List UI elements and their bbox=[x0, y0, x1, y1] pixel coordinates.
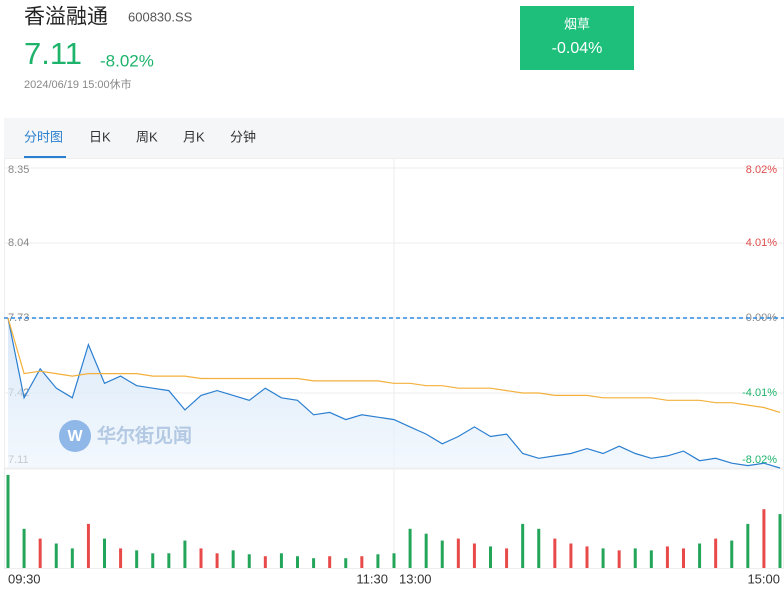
x-tick-label: 15:00 bbox=[747, 571, 780, 586]
volume-bar bbox=[6, 474, 10, 568]
x-tick-label: 09:30 bbox=[8, 571, 41, 586]
volume-bar bbox=[135, 550, 139, 568]
volume-bar bbox=[360, 556, 364, 568]
y2-tick-label: 4.01% bbox=[746, 237, 777, 249]
y2-tick-label: -8.02% bbox=[742, 454, 777, 466]
watermark-logo bbox=[59, 420, 91, 452]
volume-bar bbox=[151, 553, 155, 568]
volume-bar bbox=[682, 548, 685, 568]
volume-bar bbox=[215, 553, 219, 568]
tab[interactable]: 分时图 bbox=[24, 129, 63, 144]
volume-bar bbox=[505, 548, 509, 568]
volume-bar bbox=[456, 538, 460, 568]
volume-bar bbox=[263, 556, 267, 568]
volume-bar bbox=[665, 546, 669, 568]
volume-bar bbox=[714, 538, 718, 568]
watermark: W 华尔街见闻 bbox=[59, 420, 192, 452]
stock-name: 香溢融通 bbox=[24, 6, 108, 29]
y2-tick-label: -4.01% bbox=[742, 387, 777, 399]
x-tick-label: 11:30 bbox=[356, 571, 388, 586]
volume-bar bbox=[119, 548, 123, 568]
volume-bar bbox=[199, 548, 203, 568]
status: 2024/06/19 15:00休市 bbox=[24, 77, 132, 91]
volume-bar bbox=[617, 550, 621, 568]
volume-bar bbox=[521, 523, 525, 568]
volume-bar bbox=[762, 509, 766, 568]
volume-bar bbox=[38, 538, 42, 568]
volume-bar bbox=[86, 523, 90, 568]
volume-bar bbox=[103, 538, 106, 568]
volume-bar bbox=[279, 553, 283, 568]
volume-bar bbox=[167, 553, 171, 568]
sector-change: -0.04% bbox=[552, 40, 603, 57]
watermark-text: 华尔街见闻 bbox=[97, 424, 192, 447]
volume-bar bbox=[537, 528, 541, 568]
volume-bar bbox=[328, 556, 332, 568]
volume-bar bbox=[649, 550, 653, 568]
volume-bar bbox=[633, 548, 637, 568]
volume-bar bbox=[472, 543, 476, 568]
volume-bar bbox=[231, 550, 235, 568]
sector-name: 烟草 bbox=[564, 16, 590, 31]
volume-bar bbox=[489, 546, 492, 568]
price-change: -8.02% bbox=[100, 51, 154, 70]
volume-bar bbox=[601, 548, 605, 568]
y2-tick-label: 8.02% bbox=[746, 164, 777, 176]
sector-box[interactable] bbox=[520, 6, 634, 70]
average-line bbox=[7, 317, 781, 413]
x-tick-label: 13:00 bbox=[399, 571, 432, 586]
volume-bar bbox=[440, 540, 444, 568]
volume-bar bbox=[730, 540, 734, 568]
volume-bar bbox=[746, 523, 750, 568]
price: 7.11 bbox=[24, 36, 82, 71]
volume-bar bbox=[585, 546, 589, 568]
volume-bar bbox=[778, 514, 782, 568]
volume-bar bbox=[312, 558, 316, 568]
tab[interactable]: 日K bbox=[89, 129, 111, 144]
volume-bar bbox=[569, 543, 573, 568]
volume-bar bbox=[22, 528, 26, 568]
volume-bar bbox=[553, 538, 557, 568]
volume-bar bbox=[183, 540, 187, 568]
watermark-logo-mark: W bbox=[67, 428, 83, 445]
tab[interactable]: 分钟 bbox=[230, 129, 256, 144]
volume-bar bbox=[54, 543, 58, 568]
volume-bar bbox=[424, 533, 428, 568]
volume-bar bbox=[698, 543, 702, 568]
volume-bar bbox=[296, 556, 299, 568]
y-tick-label: 8.04 bbox=[8, 237, 29, 249]
y-tick-label: 8.35 bbox=[8, 164, 29, 176]
tab[interactable]: 月K bbox=[183, 129, 205, 144]
tab[interactable]: 周K bbox=[136, 129, 158, 144]
volume-bar bbox=[408, 528, 412, 568]
price-area bbox=[8, 318, 780, 468]
volume-bar bbox=[344, 558, 348, 568]
volume-bar bbox=[392, 553, 396, 568]
price-line bbox=[7, 317, 781, 469]
volume-bar bbox=[376, 554, 380, 568]
tab-bar bbox=[4, 118, 784, 158]
volume-bar bbox=[70, 548, 74, 568]
stock-code: 600830.SS bbox=[128, 9, 193, 24]
volume-bar bbox=[247, 554, 251, 568]
